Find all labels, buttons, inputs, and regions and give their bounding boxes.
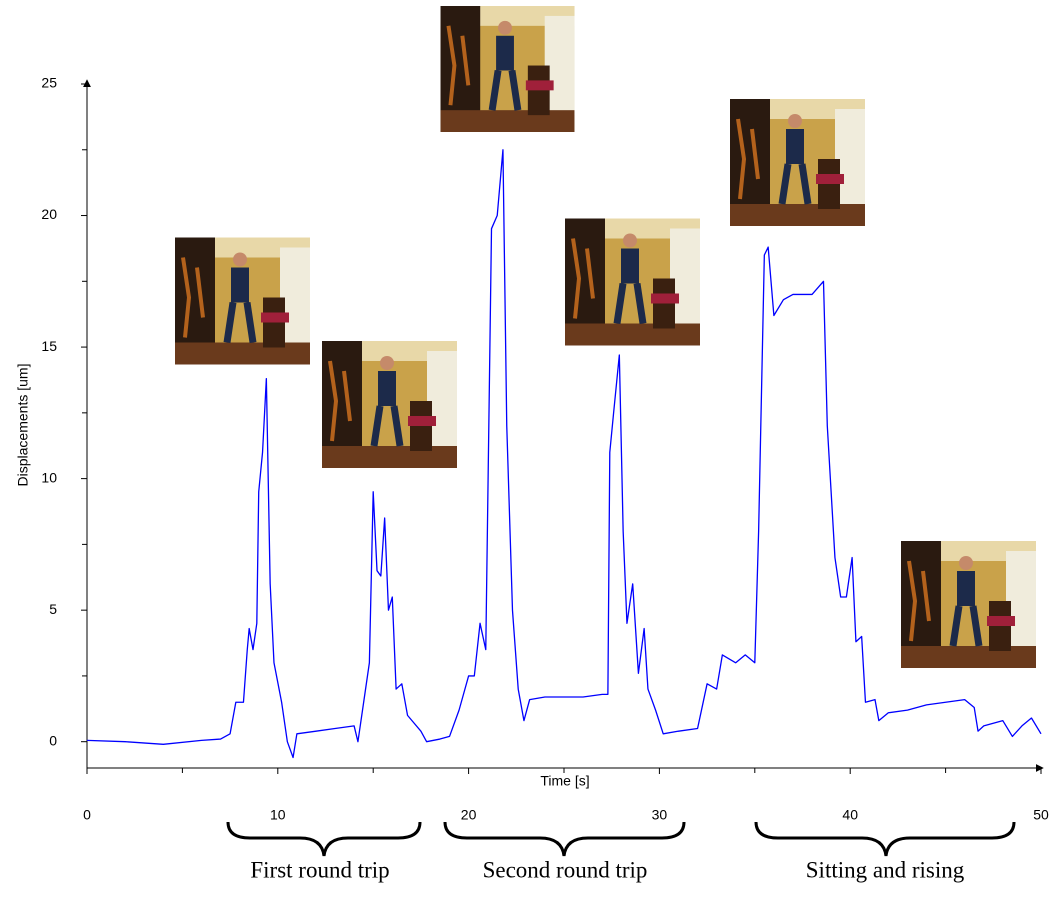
x-tick-label: 20 — [461, 807, 477, 823]
photo — [730, 99, 865, 226]
data-line — [86, 149, 1042, 759]
y-tick-label: 20 — [41, 206, 57, 222]
x-tick-label: 10 — [270, 807, 286, 823]
photo — [175, 238, 310, 365]
x-axis-label: Time [s] — [540, 773, 589, 789]
x-tick-label: 30 — [652, 807, 668, 823]
y-tick-label: 10 — [41, 469, 57, 485]
x-tick-label: 50 — [1033, 807, 1049, 823]
y-tick-label: 0 — [49, 732, 57, 748]
annotation: Sitting and rising — [806, 857, 965, 882]
photo — [565, 219, 700, 346]
y-tick-label: 25 — [41, 75, 57, 91]
photo — [901, 541, 1036, 668]
x-tick-label: 0 — [83, 807, 91, 823]
photo — [322, 341, 457, 468]
y-tick-label: 15 — [41, 338, 57, 354]
y-axis-label: Displacements [um] — [15, 364, 31, 487]
x-tick-label: 40 — [842, 807, 858, 823]
photo — [441, 6, 575, 132]
annotation: First round trip — [250, 857, 389, 882]
annotation: Second round trip — [483, 857, 648, 882]
braces — [226, 821, 1016, 857]
y-tick-label: 5 — [49, 601, 57, 617]
